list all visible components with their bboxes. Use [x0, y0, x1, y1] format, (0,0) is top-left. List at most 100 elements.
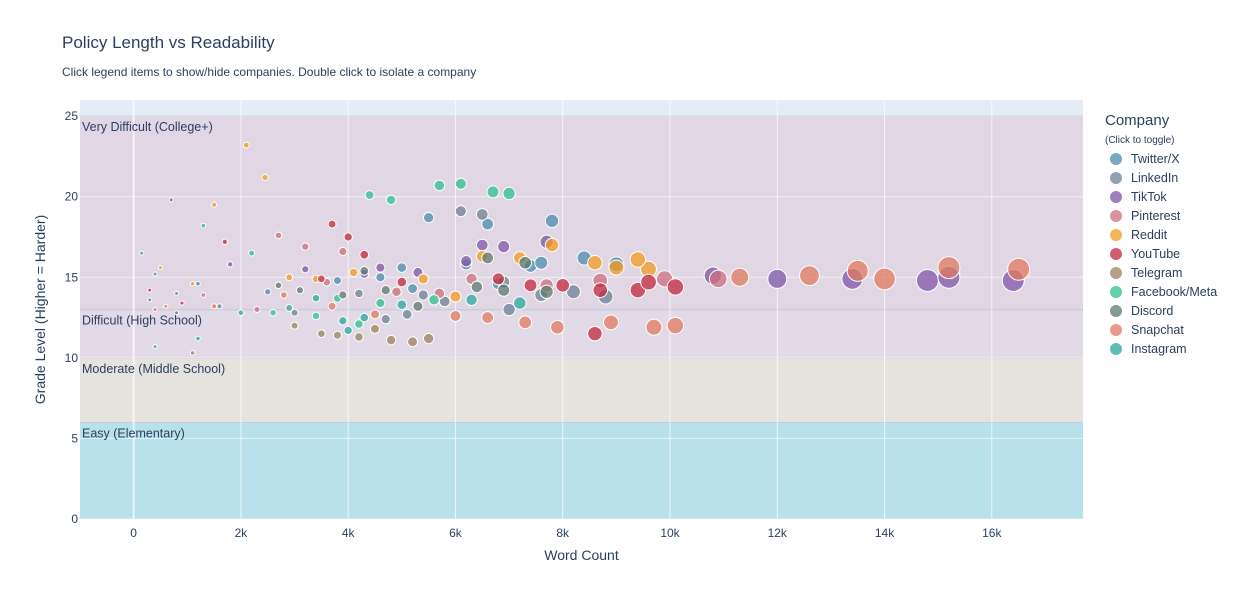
- data-point[interactable]: [396, 262, 408, 273]
- data-point[interactable]: [253, 305, 261, 314]
- data-point[interactable]: [354, 288, 364, 299]
- data-point[interactable]: [295, 286, 304, 295]
- data-point[interactable]: [587, 255, 603, 271]
- data-point[interactable]: [261, 173, 269, 181]
- data-point[interactable]: [380, 285, 391, 296]
- legend-item-pinterest[interactable]: Pinterest: [1105, 206, 1217, 225]
- data-point[interactable]: [317, 329, 326, 339]
- data-point[interactable]: [417, 289, 429, 301]
- data-point[interactable]: [338, 316, 348, 326]
- data-point[interactable]: [502, 186, 516, 201]
- data-point[interactable]: [211, 303, 218, 310]
- data-point[interactable]: [274, 281, 283, 290]
- data-point[interactable]: [285, 273, 294, 282]
- data-point[interactable]: [375, 272, 386, 283]
- legend-item-facebook-meta[interactable]: Facebook/Meta: [1105, 282, 1217, 301]
- data-point[interactable]: [502, 302, 516, 317]
- data-point[interactable]: [391, 286, 402, 298]
- legend-item-discord[interactable]: Discord: [1105, 301, 1217, 320]
- data-point[interactable]: [454, 177, 467, 190]
- data-point[interactable]: [359, 249, 370, 260]
- data-point[interactable]: [385, 334, 397, 346]
- data-point[interactable]: [587, 325, 603, 342]
- data-point[interactable]: [592, 282, 609, 298]
- data-point[interactable]: [730, 267, 750, 287]
- data-point[interactable]: [481, 217, 495, 231]
- data-point[interactable]: [237, 309, 245, 317]
- data-point[interactable]: [475, 208, 489, 221]
- data-point[interactable]: [534, 255, 549, 270]
- data-point[interactable]: [640, 273, 657, 291]
- data-point[interactable]: [290, 321, 299, 330]
- data-point[interactable]: [555, 277, 571, 293]
- data-point[interactable]: [343, 325, 353, 336]
- data-point[interactable]: [550, 319, 565, 335]
- data-point[interactable]: [370, 309, 380, 320]
- data-point[interactable]: [1007, 257, 1031, 281]
- data-point[interactable]: [327, 219, 337, 229]
- data-point[interactable]: [200, 222, 207, 229]
- data-point[interactable]: [428, 294, 440, 306]
- data-point[interactable]: [523, 278, 538, 293]
- data-point[interactable]: [311, 293, 321, 303]
- data-point[interactable]: [407, 283, 419, 295]
- data-point[interactable]: [301, 242, 310, 251]
- data-point[interactable]: [401, 308, 413, 320]
- data-point[interactable]: [396, 276, 408, 288]
- data-point[interactable]: [433, 179, 446, 192]
- data-point[interactable]: [152, 271, 158, 277]
- data-point[interactable]: [846, 259, 869, 282]
- data-point[interactable]: [327, 301, 337, 311]
- legend-item-telegram[interactable]: Telegram: [1105, 263, 1217, 282]
- data-point[interactable]: [666, 316, 685, 335]
- data-point[interactable]: [317, 274, 326, 284]
- data-point[interactable]: [264, 288, 272, 296]
- data-point[interactable]: [311, 311, 321, 321]
- data-point[interactable]: [242, 141, 250, 149]
- data-point[interactable]: [163, 303, 169, 309]
- data-point[interactable]: [422, 332, 435, 345]
- data-point[interactable]: [332, 275, 342, 286]
- data-point[interactable]: [348, 267, 359, 278]
- data-point[interactable]: [518, 315, 533, 330]
- data-point[interactable]: [364, 190, 375, 201]
- data-point[interactable]: [449, 309, 462, 322]
- data-point[interactable]: [375, 297, 386, 309]
- data-point[interactable]: [544, 213, 560, 229]
- data-point[interactable]: [338, 290, 348, 300]
- data-point[interactable]: [152, 307, 158, 312]
- data-point[interactable]: [152, 344, 158, 350]
- data-point[interactable]: [465, 293, 478, 307]
- data-point[interactable]: [279, 291, 288, 299]
- data-point[interactable]: [269, 308, 277, 317]
- legend-item-linkedin[interactable]: LinkedIn: [1105, 168, 1217, 187]
- data-point[interactable]: [915, 268, 939, 292]
- data-point[interactable]: [195, 335, 201, 342]
- data-point[interactable]: [460, 255, 473, 268]
- data-point[interactable]: [486, 185, 500, 199]
- data-point[interactable]: [407, 336, 419, 348]
- data-point[interactable]: [221, 238, 228, 245]
- data-point[interactable]: [248, 249, 256, 257]
- data-point[interactable]: [767, 268, 788, 289]
- data-point[interactable]: [179, 300, 185, 306]
- data-point[interactable]: [491, 272, 505, 286]
- data-point[interactable]: [285, 303, 294, 312]
- data-point[interactable]: [168, 197, 174, 203]
- legend-item-instagram[interactable]: Instagram: [1105, 339, 1217, 358]
- data-point[interactable]: [338, 246, 348, 257]
- data-point[interactable]: [385, 194, 397, 206]
- data-point[interactable]: [157, 265, 163, 271]
- data-point[interactable]: [147, 297, 153, 303]
- data-point[interactable]: [189, 350, 196, 356]
- data-point[interactable]: [354, 332, 364, 342]
- data-point[interactable]: [195, 280, 201, 287]
- data-point[interactable]: [370, 323, 380, 334]
- data-point[interactable]: [359, 265, 370, 276]
- data-point[interactable]: [417, 273, 429, 285]
- data-point[interactable]: [375, 262, 386, 273]
- data-point[interactable]: [645, 318, 663, 336]
- legend-item-snapchat[interactable]: Snapchat: [1105, 320, 1217, 339]
- data-point[interactable]: [873, 267, 896, 291]
- data-point[interactable]: [799, 265, 820, 287]
